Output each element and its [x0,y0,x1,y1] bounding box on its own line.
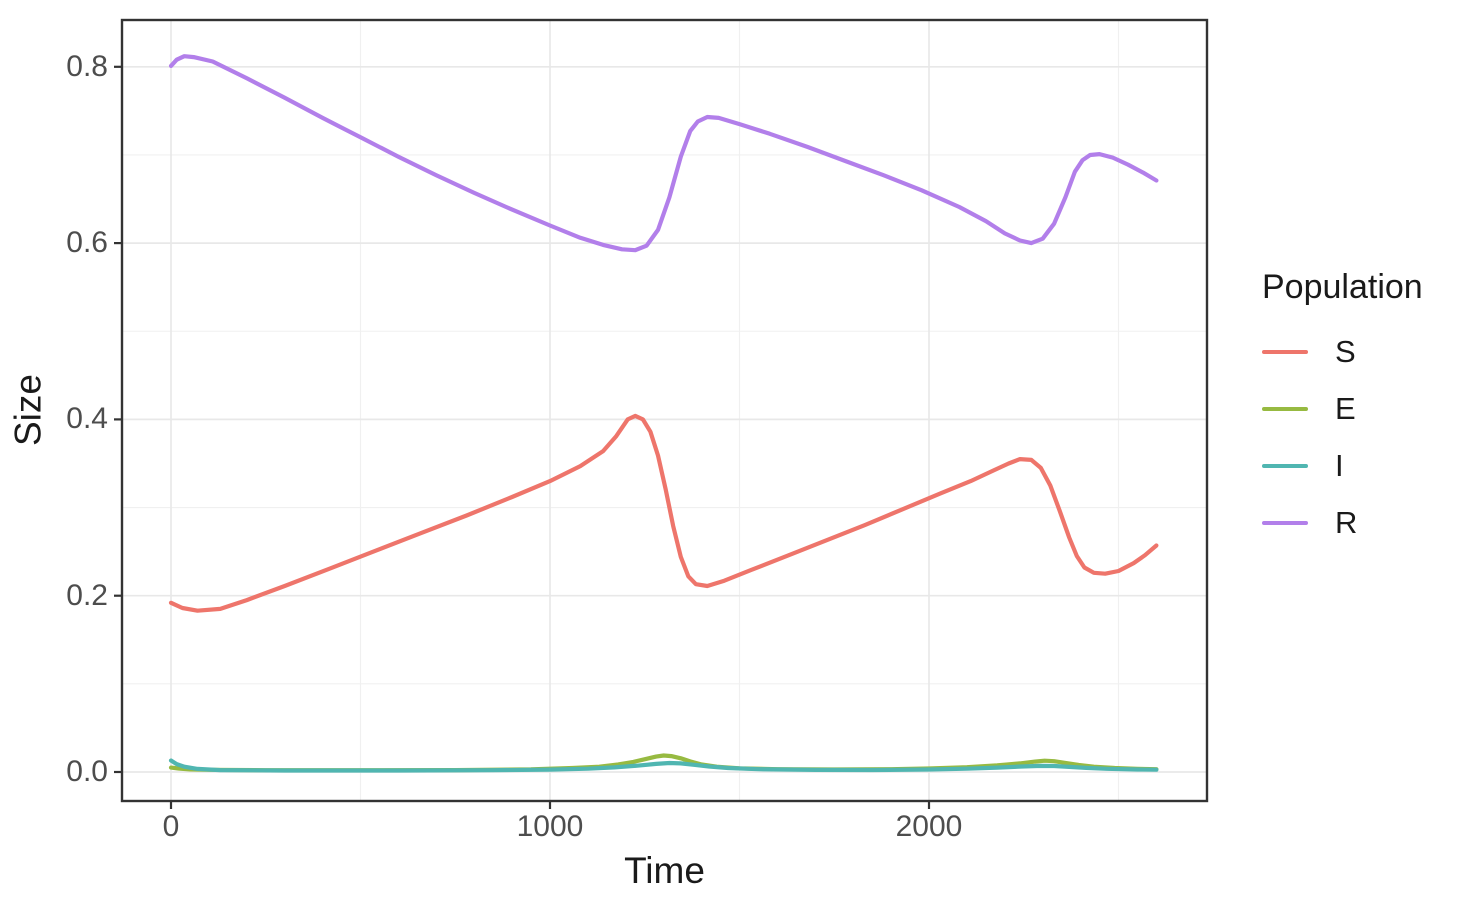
panel-background [122,20,1207,801]
series-line-i [168,758,1159,773]
legend-label-e: E [1335,391,1356,426]
panel-border [120,18,1209,803]
x-axis-title: Time [624,850,705,891]
series-line-r [168,54,1159,253]
legend-title: Population [1262,268,1423,306]
y-tick-label: 0.0 [66,755,108,788]
y-tick-label: 0.6 [66,226,108,260]
legend-key-line-i-icon [1262,463,1308,468]
legend-key-line-r-icon [1262,520,1308,525]
series-line-s [168,413,1159,613]
y-tick-label: 0.8 [66,49,108,83]
x-tick-label: 0 [162,810,180,843]
y-tick-label: 0.4 [66,402,108,436]
legend: Population S E I R [1262,268,1423,551]
legend-item-i: I [1262,437,1423,494]
y-tick-label: 0.2 [66,578,108,612]
legend-label-s: S [1335,334,1356,369]
legend-key-line-s-icon [1262,349,1308,354]
legend-label-i: I [1335,448,1344,483]
x-tick-label: 1000 [516,810,584,843]
legend-key-line-e-icon [1262,406,1308,411]
legend-label-r: R [1335,505,1358,540]
legend-item-r: R [1262,494,1423,551]
legend-item-e: E [1262,380,1423,437]
legend-item-s: S [1262,323,1423,380]
x-tick-label: 2000 [895,810,963,843]
